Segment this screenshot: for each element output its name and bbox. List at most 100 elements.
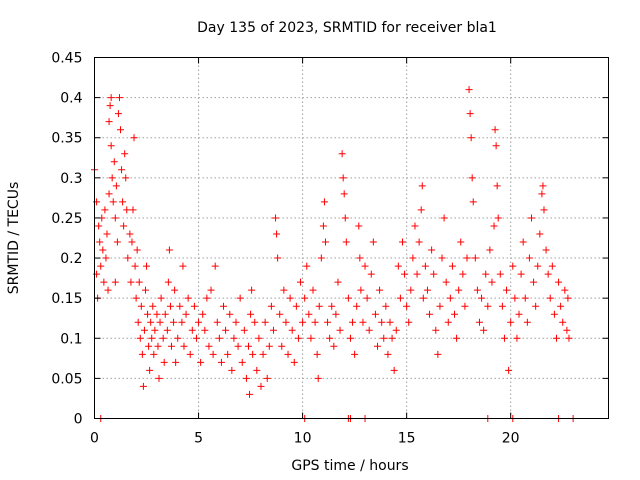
data-point — [563, 326, 571, 334]
data-point — [430, 270, 438, 278]
y-tick-label: 0.25 — [51, 211, 82, 227]
chart-title: Day 135 of 2023, SRMTID for receiver bla… — [197, 20, 497, 36]
data-point — [407, 286, 415, 294]
data-point — [105, 190, 113, 198]
data-point — [215, 334, 223, 342]
x-axis-label: GPS time / hours — [291, 458, 408, 474]
data-point — [440, 214, 448, 222]
x-tick-label: 10 — [294, 431, 312, 447]
data-point — [134, 318, 142, 326]
data-point — [132, 294, 140, 302]
data-point — [103, 230, 111, 238]
data-point — [313, 350, 321, 358]
data-point — [423, 286, 431, 294]
data-point — [534, 262, 542, 270]
data-point — [163, 326, 171, 334]
data-point — [138, 350, 146, 358]
data-point — [478, 294, 486, 302]
data-point — [480, 326, 488, 334]
data-point — [129, 206, 137, 214]
data-point — [539, 182, 547, 190]
data-point — [438, 254, 446, 262]
data-point — [544, 270, 552, 278]
data-point — [324, 318, 332, 326]
x-tick-label: 0 — [90, 431, 99, 447]
data-point — [136, 334, 144, 342]
data-point — [234, 342, 242, 350]
data-point — [301, 294, 309, 302]
data-point — [461, 302, 469, 310]
data-point — [457, 238, 465, 246]
data-point — [97, 262, 105, 270]
data-point — [453, 334, 461, 342]
data-point — [536, 230, 544, 238]
data-point — [419, 294, 427, 302]
data-point — [165, 246, 173, 254]
data-point — [230, 334, 238, 342]
data-point — [484, 302, 492, 310]
data-point — [148, 334, 156, 342]
data-point — [315, 302, 323, 310]
data-point — [119, 198, 127, 206]
data-point — [463, 254, 471, 262]
data-point — [203, 294, 211, 302]
data-point — [195, 318, 203, 326]
data-point — [124, 254, 132, 262]
data-point — [155, 374, 163, 382]
data-point — [405, 318, 413, 326]
plot-frame — [94, 57, 609, 419]
data-point — [180, 342, 188, 350]
data-point — [314, 374, 322, 382]
y-tick-label: 0.4 — [60, 91, 82, 107]
data-point — [548, 262, 556, 270]
data-point — [469, 198, 477, 206]
data-point — [448, 262, 456, 270]
data-point — [361, 262, 369, 270]
data-point — [246, 390, 254, 398]
data-point — [426, 310, 434, 318]
data-point — [532, 302, 540, 310]
y-tick-label: 0 — [74, 412, 83, 428]
data-point — [473, 286, 481, 294]
data-point — [112, 182, 120, 190]
y-tick-label: 0.35 — [51, 131, 82, 147]
data-point — [115, 94, 123, 102]
data-point — [455, 286, 463, 294]
data-point — [166, 302, 174, 310]
data-point — [432, 326, 440, 334]
data-point — [398, 238, 406, 246]
data-point — [220, 302, 228, 310]
data-point — [137, 302, 145, 310]
data-point — [294, 334, 302, 342]
data-point — [374, 342, 382, 350]
data-point — [251, 318, 259, 326]
data-point — [178, 318, 186, 326]
x-tick-label: 20 — [502, 431, 520, 447]
data-point — [363, 294, 371, 302]
data-point — [146, 366, 154, 374]
data-point — [190, 302, 198, 310]
data-point — [493, 182, 501, 190]
data-point — [540, 206, 548, 214]
data-point — [263, 374, 271, 382]
data-point — [110, 158, 118, 166]
data-point — [247, 310, 255, 318]
data-point — [117, 126, 125, 134]
data-point — [272, 214, 280, 222]
data-point — [434, 350, 442, 358]
data-point — [550, 310, 558, 318]
data-point — [278, 342, 286, 350]
data-point — [105, 118, 113, 126]
data-point — [555, 278, 563, 286]
data-point — [273, 230, 281, 238]
data-point — [482, 270, 490, 278]
data-point — [274, 254, 282, 262]
data-point — [355, 222, 363, 230]
data-point — [154, 342, 162, 350]
data-point — [546, 294, 554, 302]
data-point — [232, 318, 240, 326]
data-point — [525, 254, 533, 262]
data-point — [205, 342, 213, 350]
data-point — [199, 310, 207, 318]
data-point — [242, 374, 250, 382]
